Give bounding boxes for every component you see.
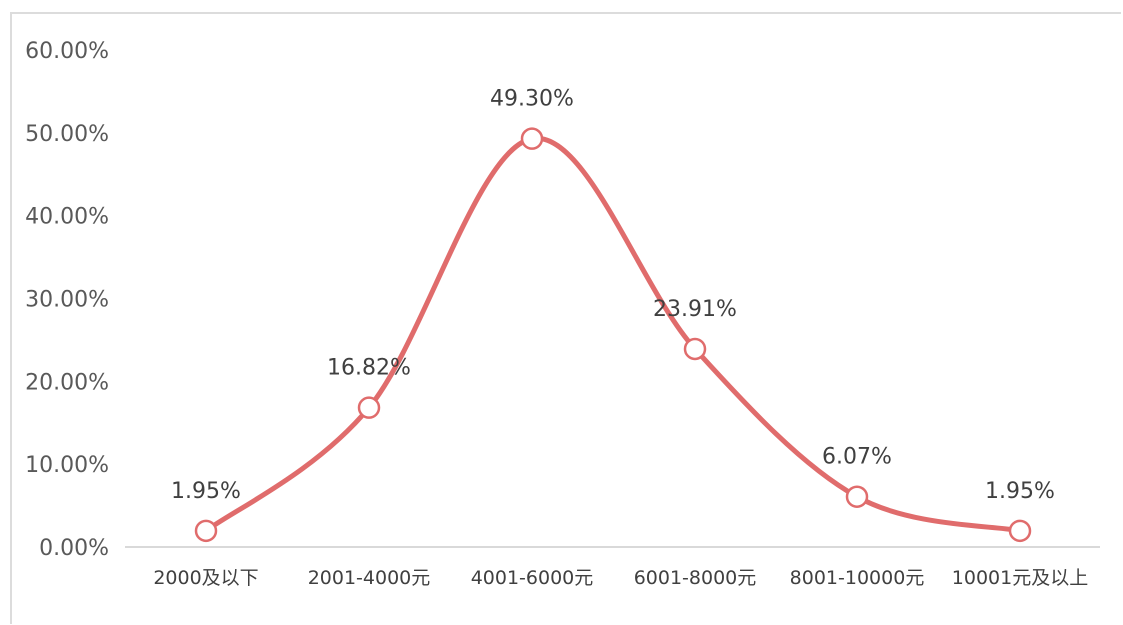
data-label: 1.95% [171, 479, 241, 504]
series-line [203, 136, 1023, 534]
data-label: 1.95% [985, 479, 1055, 504]
y-tick-label: 20.00% [25, 370, 109, 395]
x-tick-label: 6001-8000元 [634, 567, 757, 589]
x-tick-label: 2001-4000元 [308, 567, 431, 589]
data-label: 23.91% [653, 297, 737, 322]
data-point-marker [683, 337, 707, 361]
data-point-marker [520, 127, 544, 150]
data-point-marker [194, 519, 218, 543]
y-tick-label: 10.00% [25, 453, 109, 478]
data-point-marker [845, 485, 869, 508]
data-point-marker [357, 396, 381, 419]
x-tick-label: 2000及以下 [153, 567, 258, 589]
data-labels: 1.95% 16.82% 49.30% 23.91% 6.07% 1.95% [171, 87, 1055, 504]
x-tick-label: 4001-6000元 [471, 567, 594, 589]
data-markers [194, 127, 1032, 543]
y-axis: 0.00% 10.00% 20.00% 30.00% 40.00% 50.00% 60.00… [25, 39, 109, 561]
data-point-marker [1008, 519, 1032, 543]
y-tick-label: 30.00% [25, 288, 109, 313]
y-tick-label: 40.00% [25, 205, 109, 230]
y-tick-label: 0.00% [39, 536, 109, 561]
x-tick-label: 8001-10000元 [790, 567, 925, 589]
data-label: 49.30% [490, 87, 574, 112]
data-label: 16.82% [327, 356, 411, 381]
x-tick-label: 10001元及以上 [952, 567, 1088, 589]
data-label: 6.07% [822, 445, 892, 470]
y-tick-label: 50.00% [25, 122, 109, 147]
y-tick-label: 60.00% [25, 39, 109, 64]
x-axis: 2000及以下 2001-4000元 4001-6000元 6001-8000元 800… [153, 567, 1088, 589]
